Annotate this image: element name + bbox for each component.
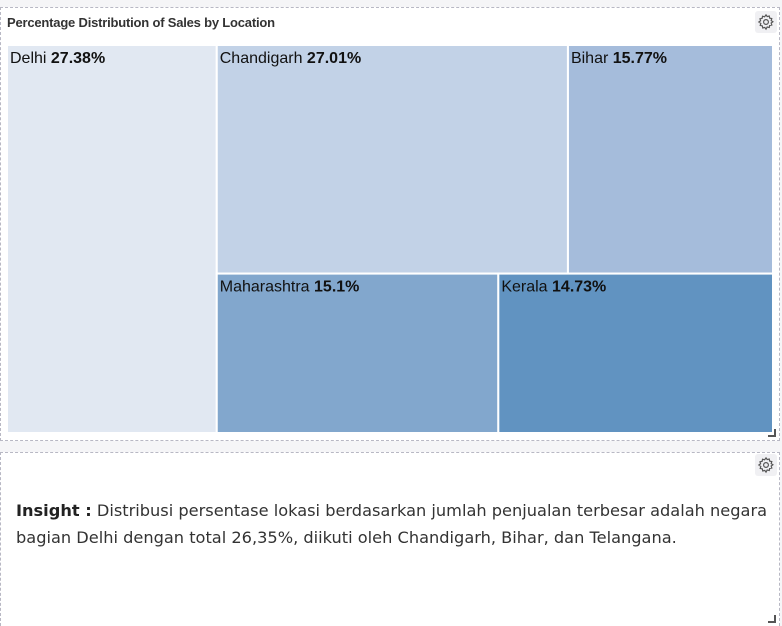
tile-name: Kerala: [501, 279, 552, 296]
tile-value: 15.1%: [314, 279, 359, 296]
insight-label: Insight :: [16, 501, 92, 520]
treemap-chart: Delhi 27.38% Chandigarh 27.01% Bihar 15.77…: [7, 45, 773, 433]
insight-text: Insight : Distribusi persentase lokasi b…: [16, 497, 771, 551]
tile-maharashtra[interactable]: [215, 272, 500, 433]
tile-delhi[interactable]: [7, 45, 218, 433]
tile-name: Chandigarh: [220, 50, 307, 67]
insight-panel: Insight : Distribusi persentase lokasi b…: [0, 452, 780, 626]
tile-value: 14.73%: [552, 279, 606, 296]
tile-value: 27.38%: [51, 50, 105, 67]
tile-kerala[interactable]: [497, 272, 773, 433]
tile-value: 15.77%: [613, 50, 667, 67]
tile-label-chandigarh: Chandigarh 27.01%: [220, 50, 361, 67]
tile-label-bihar: Bihar 15.77%: [571, 50, 667, 67]
tile-name: Maharashtra: [220, 279, 314, 296]
tile-label-maharashtra: Maharashtra 15.1%: [220, 279, 360, 296]
gear-icon[interactable]: [755, 11, 777, 33]
tile-value: 27.01%: [307, 50, 361, 67]
resize-handle[interactable]: [768, 615, 776, 623]
tile-bihar[interactable]: [566, 45, 773, 275]
chart-title: Percentage Distribution of Sales by Loca…: [7, 15, 275, 30]
gear-icon[interactable]: [755, 454, 777, 476]
resize-handle[interactable]: [768, 429, 776, 437]
tile-name: Delhi: [10, 50, 51, 67]
tile-label-delhi: Delhi 27.38%: [10, 50, 105, 67]
chart-panel: Percentage Distribution of Sales by Loca…: [0, 7, 780, 441]
tile-label-kerala: Kerala 14.73%: [501, 279, 606, 296]
insight-body: Distribusi persentase lokasi berdasarkan…: [16, 501, 768, 547]
tile-name: Bihar: [571, 50, 613, 67]
tile-chandigarh[interactable]: [215, 45, 569, 275]
